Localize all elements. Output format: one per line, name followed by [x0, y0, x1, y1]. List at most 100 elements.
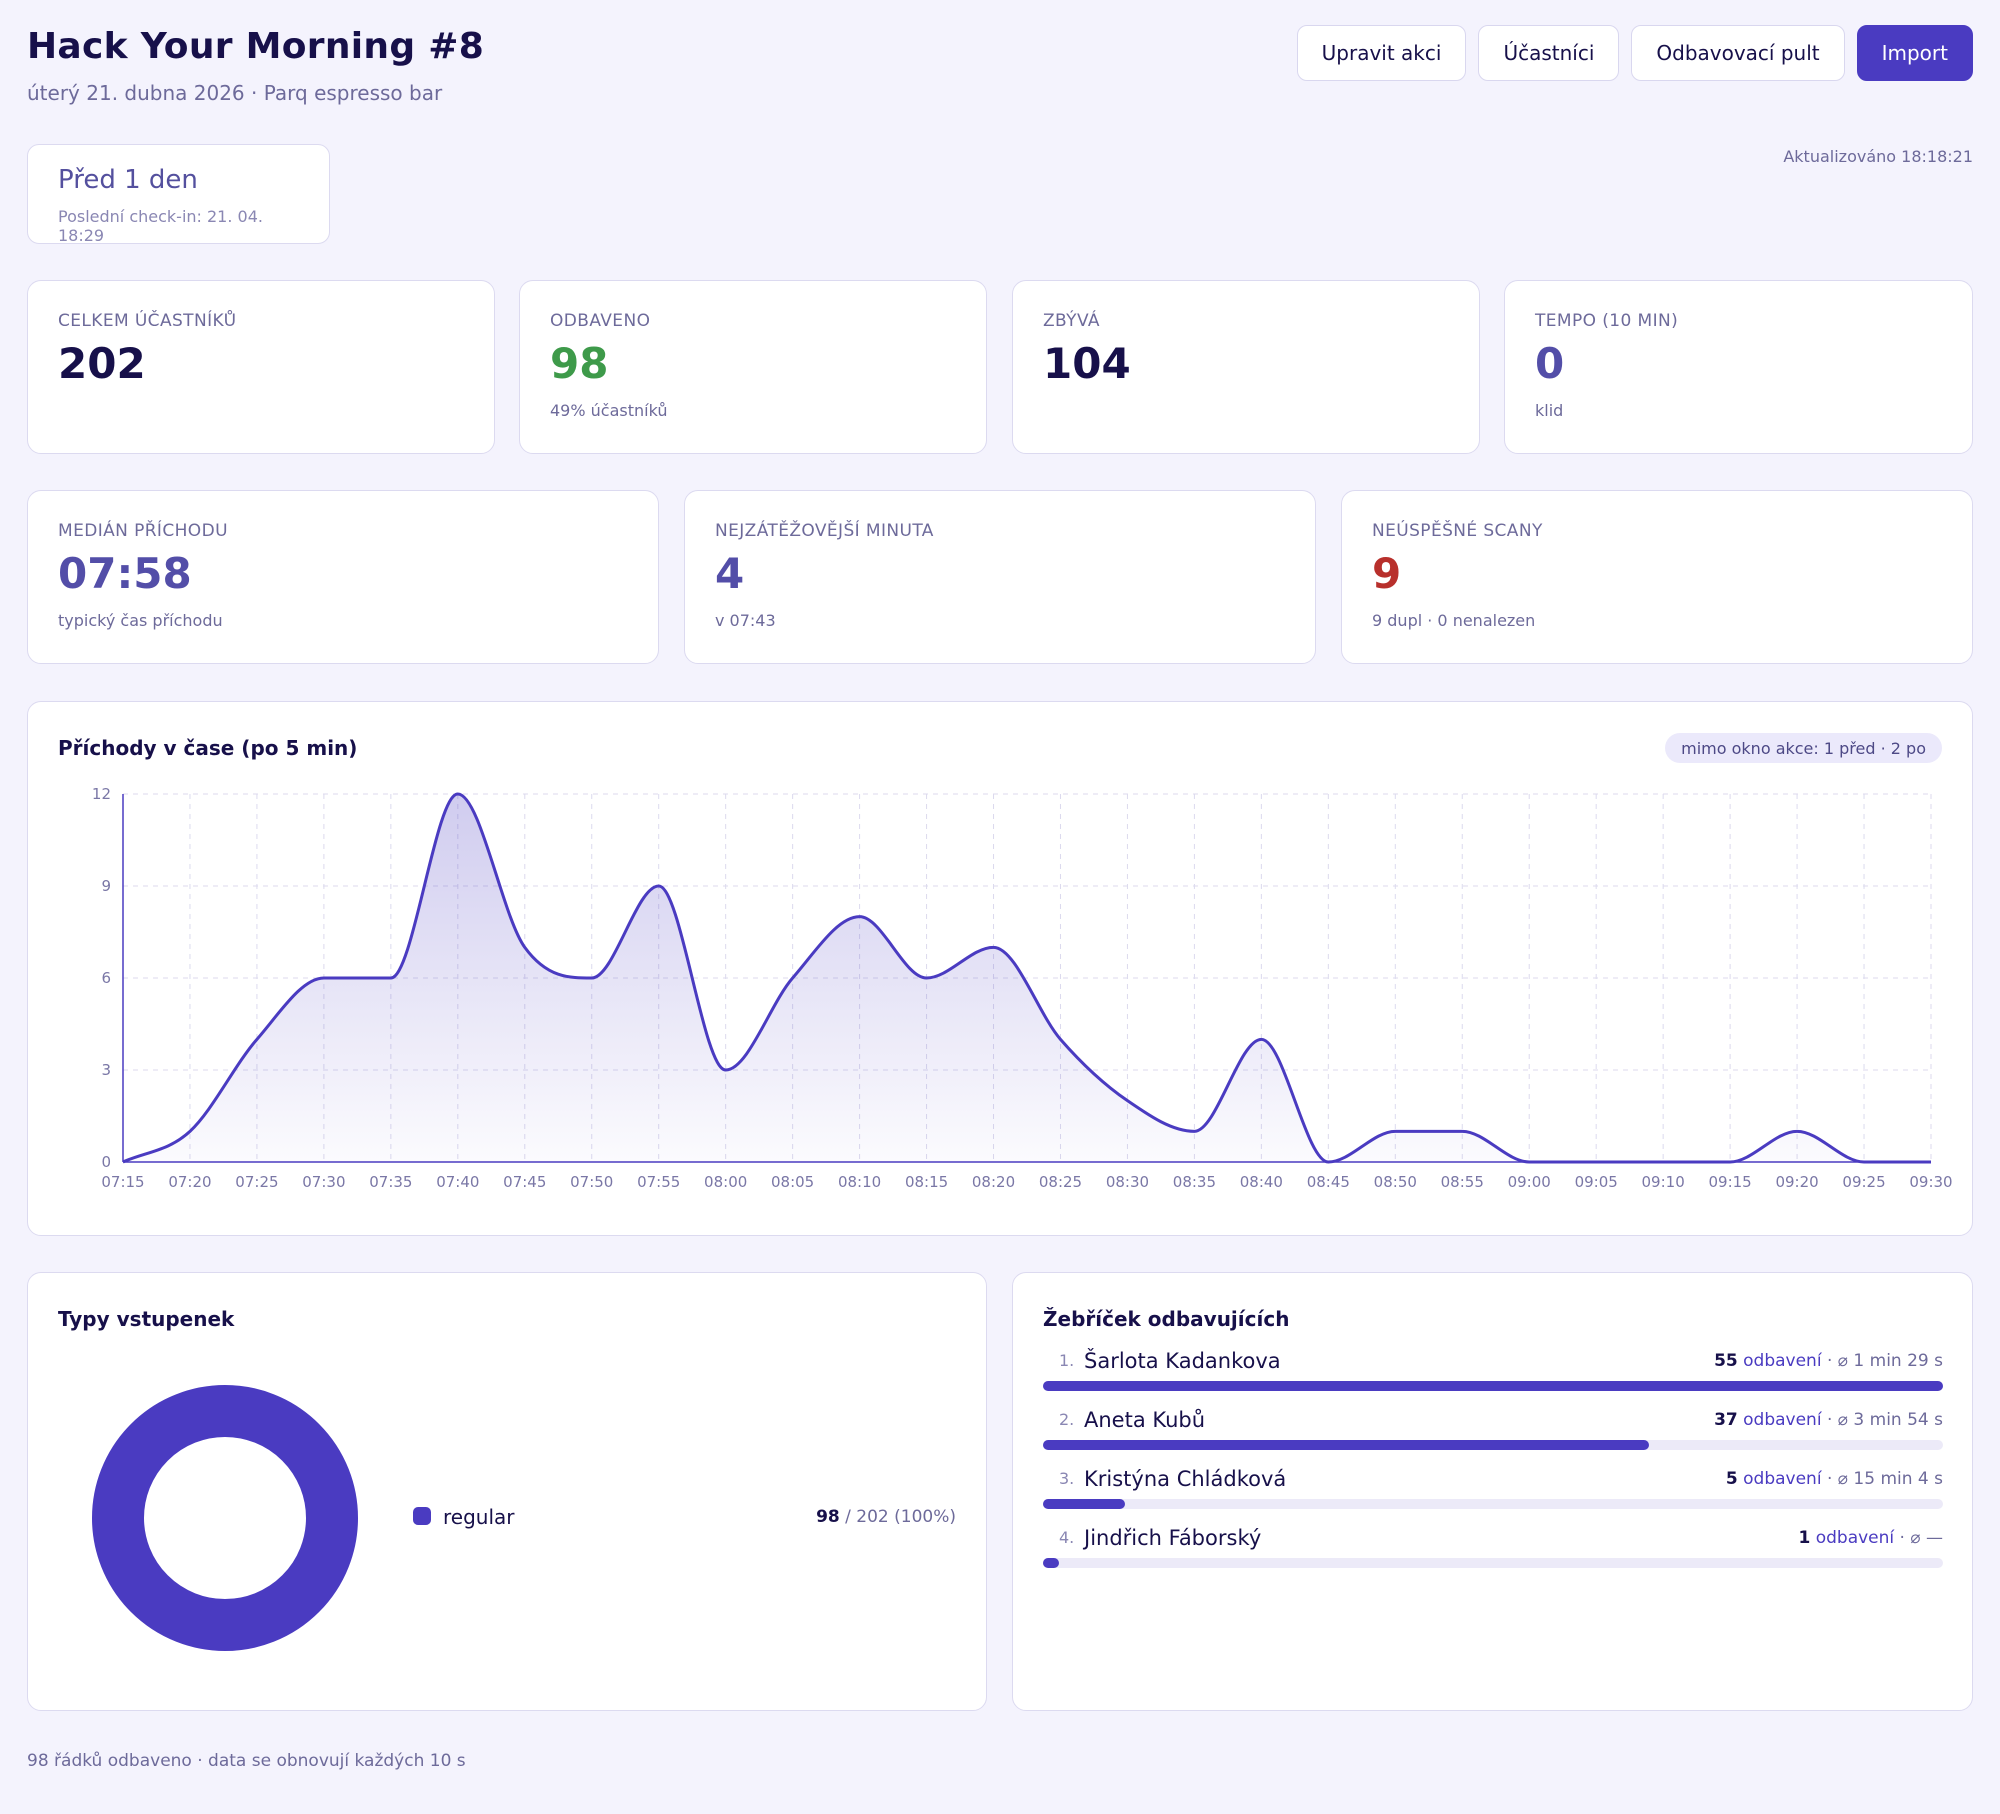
ranking-bar-track [1043, 1558, 1943, 1568]
stat-label: TEMPO (10 MIN) [1535, 311, 1679, 331]
stat-card-remaining: ZBÝVÁ 104 [1012, 280, 1480, 454]
y-tick-label: 9 [101, 877, 111, 895]
stat-label: ODBAVENO [550, 311, 651, 331]
x-tick-label: 07:40 [436, 1173, 479, 1191]
x-tick-label: 08:05 [771, 1173, 814, 1191]
data-point [456, 792, 460, 796]
data-point [1192, 1129, 1196, 1133]
x-tick-label: 07:55 [637, 1173, 680, 1191]
stat-value: 4 [715, 549, 745, 598]
x-tick-label: 07:15 [101, 1173, 144, 1191]
data-point [1125, 1099, 1129, 1103]
stat-label: CELKEM ÚČASTNÍKŮ [58, 311, 237, 331]
ranking-row: 1. Šarlota Kadankova 55 odbavení · ⌀ 1 m… [1043, 1349, 1943, 1408]
data-point [322, 976, 326, 980]
legend-total: / 202 (100%) [845, 1507, 956, 1527]
x-tick-label: 08:50 [1374, 1173, 1417, 1191]
ranking-count: 37 [1714, 1410, 1738, 1430]
stat-value: 9 [1372, 549, 1402, 598]
ticket-types-donut [92, 1385, 358, 1651]
ranking-bar-track [1043, 1381, 1943, 1391]
last-checkin-time: Poslední check-in: 21. 04. 18:29 [58, 207, 263, 245]
participants-button[interactable]: Účastníci [1478, 25, 1620, 81]
data-point [925, 976, 929, 980]
ranking-stats: 1 odbavení · ⌀ — [1798, 1528, 1943, 1548]
ranking-bar-fill [1043, 1440, 1649, 1450]
x-tick-label: 07:35 [369, 1173, 412, 1191]
ranking-count: 55 [1714, 1351, 1738, 1371]
arrivals-area [123, 794, 1931, 1162]
ranking-row: 4. Jindřich Fáborský 1 odbavení · ⌀ — [1043, 1526, 1943, 1585]
x-tick-label: 09:20 [1775, 1173, 1818, 1191]
ranking-name: Šarlota Kadankova [1084, 1349, 1281, 1373]
stat-label: ZBÝVÁ [1043, 311, 1100, 331]
stat-value: 98 [550, 339, 609, 388]
ranking-unit: odbavení [1743, 1351, 1822, 1371]
legend-value: 98 / 202 (100%) [816, 1507, 956, 1527]
import-button[interactable]: Import [1856, 25, 1973, 81]
ticket-types-card: Typy vstupenek regular 98 / 202 (100%) [27, 1272, 987, 1711]
ranking-bar-track [1043, 1499, 1943, 1509]
ranking-count: 5 [1725, 1469, 1738, 1489]
data-point [1326, 1160, 1330, 1164]
ranking-avg: · ⌀ 15 min 4 s [1826, 1469, 1943, 1489]
staff-ranking-list: 1. Šarlota Kadankova 55 odbavení · ⌀ 1 m… [1043, 1349, 1943, 1585]
data-point [657, 884, 661, 888]
data-point [1795, 1129, 1799, 1133]
arrivals-line [122, 792, 1931, 1164]
data-point [1460, 1129, 1464, 1133]
last-checkin-card: Před 1 den Poslední check-in: 21. 04. 18… [27, 144, 330, 245]
data-point [1527, 1160, 1531, 1164]
data-point [389, 976, 393, 980]
x-tick-label: 08:00 [704, 1173, 747, 1191]
x-tick-label: 07:30 [302, 1173, 345, 1191]
stat-label: NEÚSPĚŠNÉ SCANY [1372, 521, 1543, 541]
x-tick-label: 07:20 [168, 1173, 211, 1191]
ranking-stats: 55 odbavení · ⌀ 1 min 29 s [1714, 1351, 1943, 1371]
x-tick-label: 07:50 [570, 1173, 613, 1191]
y-tick-label: 0 [101, 1153, 111, 1171]
ranking-bar-fill [1043, 1499, 1125, 1509]
ranking-name: Kristýna Chládková [1084, 1467, 1287, 1491]
data-point [121, 1160, 125, 1164]
stat-value: 0 [1535, 339, 1565, 388]
stat-label: MEDIÁN PŘÍCHODU [58, 521, 228, 541]
x-tick-label: 08:45 [1307, 1173, 1350, 1191]
x-tick-label: 09:15 [1708, 1173, 1751, 1191]
stat-card-tempo: TEMPO (10 MIN) 0 klid [1504, 280, 1973, 454]
x-tick-label: 08:35 [1173, 1173, 1216, 1191]
x-tick-label: 08:15 [905, 1173, 948, 1191]
ranking-position: 2. [1059, 1410, 1075, 1429]
x-tick-label: 09:05 [1575, 1173, 1618, 1191]
last-checkin-ago: Před 1 den [58, 165, 198, 195]
ranking-unit: odbavení [1815, 1528, 1895, 1548]
stat-sub: v 07:43 [715, 611, 776, 631]
data-point [188, 1129, 192, 1133]
y-tick-label: 12 [92, 785, 111, 803]
stat-card-failed-scans: NEÚSPĚŠNÉ SCANY 9 9 dupl · 0 nenalezen [1341, 490, 1973, 664]
stat-card-total: CELKEM ÚČASTNÍKŮ 202 [27, 280, 495, 454]
donut-slice-regular[interactable] [92, 1385, 358, 1651]
ranking-avg: · ⌀ — [1899, 1528, 1943, 1548]
arrivals-chart: 0 3 6 9 12 07:15 07:20 07:25 07:30 07:35 07:40 07:4… [92, 785, 1953, 1191]
x-tick-label: 09:10 [1642, 1173, 1685, 1191]
checkin-desk-button[interactable]: Odbavovací pult [1631, 25, 1845, 81]
data-point [1862, 1160, 1866, 1164]
x-tick-label: 08:55 [1441, 1173, 1484, 1191]
data-point [255, 1037, 259, 1041]
ranking-stats: 37 odbavení · ⌀ 3 min 54 s [1714, 1410, 1943, 1430]
data-point [1393, 1129, 1397, 1133]
stat-sub: 49% účastníků [550, 401, 668, 421]
stat-sub: klid [1535, 401, 1564, 421]
ranking-name: Jindřich Fáborský [1084, 1526, 1262, 1550]
ranking-count: 1 [1798, 1528, 1811, 1548]
stat-value: 07:58 [58, 549, 192, 598]
legend-swatch [413, 1507, 431, 1525]
ranking-position: 1. [1059, 1351, 1075, 1370]
data-point [1058, 1037, 1062, 1041]
x-tick-label: 08:40 [1240, 1173, 1283, 1191]
data-point [1259, 1037, 1263, 1041]
edit-event-button[interactable]: Upravit akci [1296, 25, 1467, 81]
header-actions: Upravit akci Účastníci Odbavovací pult I… [1296, 25, 1973, 81]
outside-window-badge: mimo okno akce: 1 před · 2 po [1665, 733, 1942, 763]
